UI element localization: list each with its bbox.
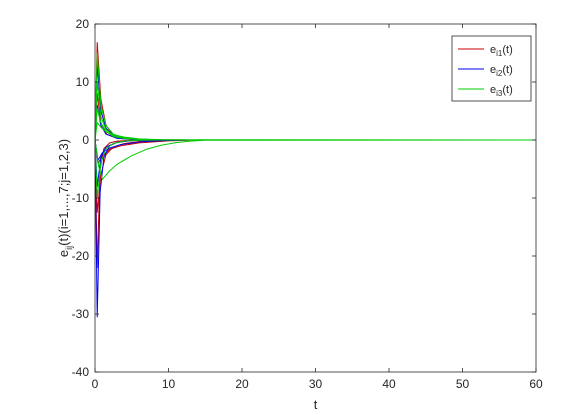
y-axis-label-base: e — [56, 250, 71, 257]
x-tick-label: 30 — [309, 377, 323, 391]
legend: ei1(t) ei2(t) ei3(t) — [451, 35, 532, 102]
y-tick-label: -10 — [72, 191, 90, 205]
y-axis-label-rest: (t)(i=1,...,7;j=1,2,3) — [56, 139, 71, 246]
tick-layer: 0 10 20 30 40 50 60 -40 -30 -20 -10 0 10 20 — [72, 17, 543, 391]
x-tick-label: 0 — [92, 377, 99, 391]
y-tick-label: 0 — [82, 133, 89, 147]
x-tick-label: 20 — [235, 377, 249, 391]
x-tick-label: 60 — [529, 377, 543, 391]
y-axis-label-sub: ij — [64, 246, 74, 250]
legend-label-e-i3: ei3(t) — [490, 84, 513, 98]
x-tick-label: 50 — [456, 377, 470, 391]
series-layer — [94, 42, 537, 318]
y-tick-label: 10 — [76, 75, 90, 89]
x-tick-label: 40 — [382, 377, 396, 391]
y-axis-label: eij(t)(i=1,...,7;j=1,2,3) — [56, 139, 74, 257]
series-line-14 — [94, 139, 536, 199]
y-tick-label: -20 — [72, 249, 90, 263]
series-line-15 — [94, 122, 537, 141]
x-tick-label: 10 — [162, 377, 176, 391]
y-tick-label: -30 — [72, 307, 90, 321]
y-tick-label: 20 — [76, 17, 90, 31]
x-axis-label: t — [314, 397, 318, 412]
legend-label-e-i1: ei1(t) — [490, 44, 513, 58]
y-tick-label: -40 — [72, 365, 90, 379]
legend-label-e-i2: ei2(t) — [490, 64, 513, 78]
series-line-16 — [94, 139, 537, 180]
